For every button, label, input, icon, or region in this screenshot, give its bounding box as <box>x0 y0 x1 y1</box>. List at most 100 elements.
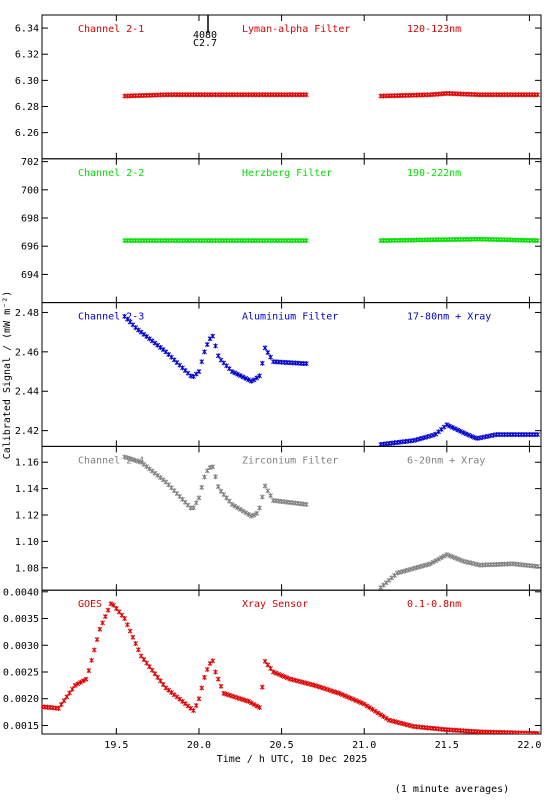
data-point <box>174 694 180 700</box>
panel-channel-label: Channel 2-4 <box>78 455 144 466</box>
series-points <box>122 90 541 99</box>
data-point <box>75 681 81 687</box>
data-point <box>213 474 218 480</box>
data-point <box>138 329 144 335</box>
y-tick-label: 6.26 <box>15 128 39 139</box>
data-point <box>438 555 444 561</box>
data-point <box>458 557 463 563</box>
x-tick-label: 21.5 <box>435 740 459 751</box>
data-point <box>97 626 103 632</box>
data-point <box>144 464 150 470</box>
data-point <box>370 706 375 712</box>
data-point <box>177 696 183 702</box>
panel-band-label: 190-222nm <box>407 168 461 179</box>
data-point <box>246 377 251 383</box>
data-point <box>166 687 172 693</box>
data-point <box>237 373 243 379</box>
data-point <box>215 676 221 682</box>
panel-channel-label: Channel 2-3 <box>78 312 144 323</box>
data-point <box>169 689 174 695</box>
data-point <box>69 686 75 692</box>
y-tick-label: 0.0020 <box>3 694 39 705</box>
data-point <box>155 674 161 680</box>
y-tick-label: 6.34 <box>15 24 39 35</box>
data-point <box>158 475 163 481</box>
data-point <box>160 347 166 353</box>
panel-channel-label: Channel 2-2 <box>78 168 144 179</box>
y-axis-label: Calibrated Signal / (mW m⁻²) <box>2 291 13 460</box>
data-point <box>348 695 353 701</box>
data-point <box>430 432 436 438</box>
data-point <box>449 424 455 430</box>
flare-marker-bottom: C2.7 <box>193 38 217 49</box>
data-point <box>304 238 309 244</box>
data-point <box>64 694 70 700</box>
data-point <box>152 340 158 346</box>
data-point <box>259 684 265 690</box>
data-point <box>147 336 152 342</box>
data-point <box>383 715 389 721</box>
data-point <box>427 561 433 567</box>
data-point <box>83 676 89 682</box>
data-point <box>323 686 329 692</box>
data-point <box>210 658 216 664</box>
data-point <box>375 710 381 716</box>
panel-filter-label: Herzberg Filter <box>242 168 332 179</box>
data-point <box>102 613 108 619</box>
data-point <box>436 429 441 435</box>
data-point <box>232 370 238 376</box>
data-point <box>108 601 114 607</box>
y-tick-label: 0.0025 <box>3 667 39 678</box>
data-point <box>304 92 309 98</box>
data-point <box>210 333 216 339</box>
data-point <box>535 92 541 98</box>
data-point <box>122 454 127 460</box>
y-tick-label: 2.48 <box>15 308 39 319</box>
panel-frame <box>41 158 542 304</box>
data-point <box>136 327 141 333</box>
data-point <box>246 511 251 517</box>
data-point <box>257 373 262 379</box>
data-point <box>320 685 326 691</box>
data-point <box>270 669 276 675</box>
data-point <box>254 703 260 709</box>
data-point <box>149 468 155 474</box>
data-point <box>80 678 86 684</box>
panel-band-label: 17-80nm + Xray <box>407 312 491 323</box>
data-point <box>158 344 163 350</box>
data-point <box>213 669 218 675</box>
data-point <box>155 342 161 348</box>
y-tick-label: 2.44 <box>15 387 39 398</box>
data-point <box>149 667 155 673</box>
data-point <box>444 422 450 428</box>
data-point <box>455 427 461 433</box>
data-point <box>141 657 147 663</box>
y-tick-label: 2.46 <box>15 347 39 358</box>
data-point <box>251 701 257 707</box>
data-point <box>229 369 235 375</box>
data-point <box>262 483 268 489</box>
data-point <box>317 684 323 690</box>
panel-band-label: 6-20nm + Xray <box>407 455 485 466</box>
data-point <box>155 472 161 478</box>
data-point <box>535 432 541 438</box>
y-tick-label: 0.0040 <box>3 587 39 598</box>
panel-frame <box>41 14 542 160</box>
data-point <box>229 693 235 699</box>
data-point <box>240 374 246 380</box>
data-point <box>130 634 136 640</box>
data-point <box>257 705 262 710</box>
data-point <box>353 698 359 703</box>
data-point <box>452 555 458 561</box>
panel-4: 1.08 1.10 1.12 1.14 1.16 Channel 2-4 Zirconium… <box>15 445 542 591</box>
data-point <box>147 664 152 670</box>
data-point <box>136 647 141 653</box>
data-point <box>191 708 196 714</box>
data-point <box>182 701 188 707</box>
data-point <box>367 705 373 711</box>
data-point <box>243 510 249 516</box>
data-point <box>163 685 169 691</box>
data-point <box>180 698 185 704</box>
data-point <box>438 426 444 432</box>
